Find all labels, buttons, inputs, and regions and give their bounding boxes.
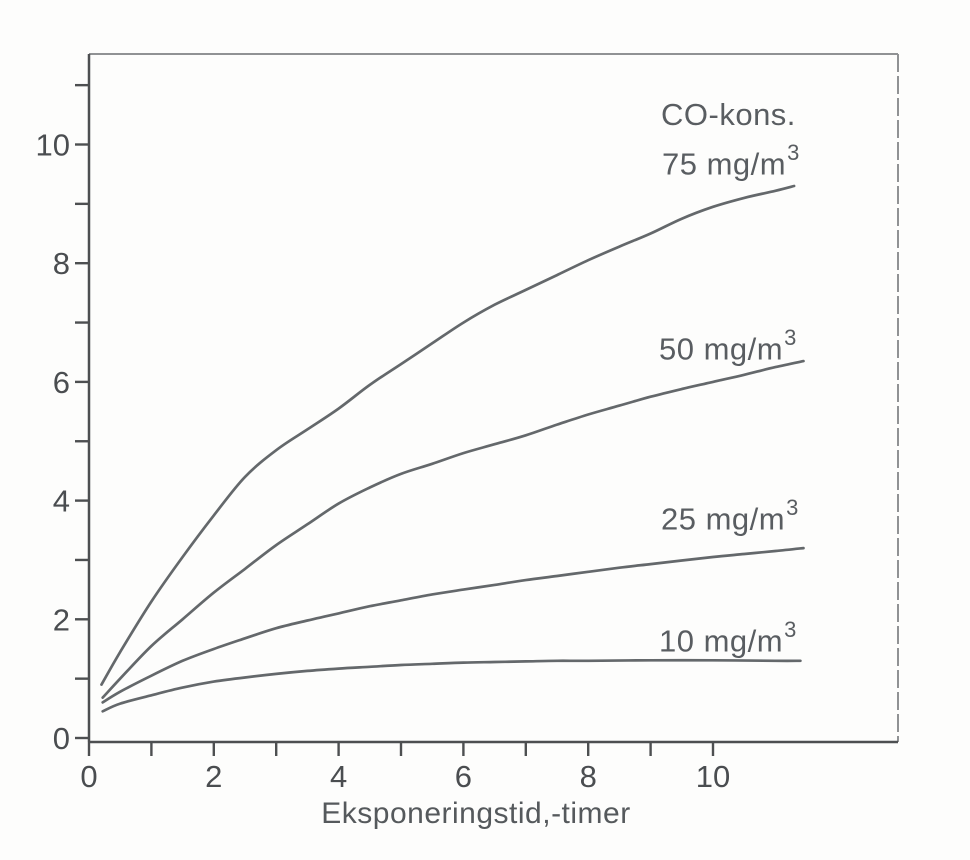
- series-label-75-text: 75 mg/m: [662, 146, 787, 182]
- curve-75-mg-m3: [100, 184, 796, 686]
- series-label-25: 25 mg/m3: [661, 495, 799, 537]
- series-label-10: 10 mg/m3: [659, 617, 797, 659]
- x-axis-tick-label-6: 6: [455, 759, 472, 794]
- series-label-50: 50 mg/m3: [659, 325, 797, 367]
- superscript-exponent: 3: [786, 495, 799, 520]
- y-axis-tick-label-4: 4: [53, 484, 70, 519]
- x-axis-tick-label-8: 8: [580, 759, 597, 794]
- superscript-exponent: 3: [787, 140, 800, 165]
- x-axis-tick-label-4: 4: [330, 759, 347, 794]
- series-label-10-text: 10 mg/m: [659, 623, 784, 659]
- x-axis-title: Eksponeringstid,-timer: [321, 797, 631, 830]
- curve-10-mg-m3: [101, 658, 802, 713]
- x-axis-tick-label-2: 2: [205, 759, 222, 794]
- superscript-exponent: 3: [784, 617, 797, 642]
- y-axis-tick-label-2: 2: [53, 602, 70, 637]
- series-label-50-text: 50 mg/m: [659, 331, 784, 367]
- series-label-75: 75 mg/m3: [662, 140, 800, 182]
- y-axis-tick-label-8: 8: [53, 246, 70, 281]
- x-axis-tick-label-10: 10: [696, 759, 730, 794]
- y-axis-tick-label-10: 10: [36, 128, 70, 163]
- curve-50-mg-m3: [101, 359, 805, 699]
- series-label-25-text: 25 mg/m: [661, 501, 786, 537]
- x-axis-tick-label-0: 0: [80, 759, 97, 794]
- y-axis-tick-label-6: 6: [53, 365, 70, 400]
- curve-25-mg-m3: [101, 546, 805, 704]
- y-axis-tick-label-0: 0: [53, 721, 70, 756]
- superscript-exponent: 3: [784, 325, 797, 350]
- legend-title: CO-kons.: [661, 97, 796, 132]
